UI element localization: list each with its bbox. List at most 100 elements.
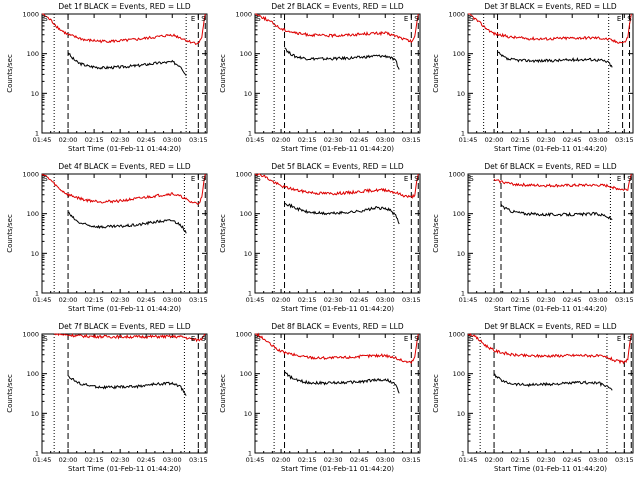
x-tick-label: 02:45 [137, 136, 156, 144]
s-marker-label-end: S [201, 175, 206, 183]
y-tick-label: 1 [248, 130, 252, 138]
chart-svg: Det 6f BLACK = Events, RED = LLD 01:45 02:… [432, 162, 634, 313]
x-tick-label: 02:30 [537, 136, 556, 144]
s-marker-label: S [469, 335, 474, 343]
y-tick-label: 1 [461, 290, 465, 298]
lld-series-line [254, 173, 419, 200]
plot-frame [467, 333, 634, 454]
y-tick-label: 100 [27, 370, 39, 378]
chart-title: Det 5f BLACK = Events, RED = LLD [271, 162, 404, 171]
x-tick-label: 02:15 [85, 296, 104, 304]
y-tick-label: 1000 [235, 171, 252, 179]
s-marker-label-end: S [201, 15, 206, 23]
x-tick-label: 02:00 [485, 296, 504, 304]
x-tick-label: 03:00 [163, 456, 182, 464]
y-tick-label: 10 [31, 90, 39, 98]
x-axis-label: Start Time (01-Feb-11 01:44:20) [68, 465, 181, 473]
s-marker-label: S [43, 175, 48, 183]
x-tick-label: 01:45 [246, 296, 265, 304]
y-tick-label: 1 [35, 130, 39, 138]
y-tick-label: 1000 [448, 331, 465, 339]
s-marker-label: S [256, 335, 261, 343]
events-series-line [497, 51, 613, 68]
x-axis-label: Start Time (01-Feb-11 01:44:20) [281, 305, 394, 313]
y-tick-label: 1000 [22, 171, 39, 179]
lld-series-line [468, 13, 632, 44]
y-axis-label: Counts/sec [432, 214, 440, 253]
s-marker-label-end: S [627, 15, 632, 23]
x-tick-label: 03:15 [189, 456, 208, 464]
events-series-line [67, 375, 187, 396]
x-tick-label: 03:15 [402, 456, 421, 464]
x-tick-label: 02:30 [324, 136, 343, 144]
lld-series-line [493, 173, 632, 192]
s-marker-label: S [256, 175, 261, 183]
x-tick-label: 01:45 [33, 296, 52, 304]
s-marker-label: S [469, 15, 474, 23]
x-tick-label: 02:30 [537, 456, 556, 464]
s-marker-label: S [43, 15, 48, 23]
detector-panel-3: Det 3f BLACK = Events, RED = LLD 01:45 02:… [426, 0, 639, 160]
y-tick-label: 10 [244, 250, 252, 258]
x-tick-label: 02:15 [511, 456, 530, 464]
y-tick-label: 100 [27, 50, 39, 58]
x-tick-label: 02:45 [563, 456, 582, 464]
y-tick-label: 1000 [22, 331, 39, 339]
e-marker-label: E [617, 335, 621, 343]
y-axis-label: Counts/sec [6, 54, 14, 93]
s-marker-label: S [256, 15, 261, 23]
e-marker-label: E [404, 15, 408, 23]
y-tick-label: 100 [240, 50, 252, 58]
plot-frame [467, 13, 634, 134]
x-tick-label: 02:30 [537, 296, 556, 304]
s-marker-label: S [469, 175, 474, 183]
chart-svg: Det 1f BLACK = Events, RED = LLD 01:45 02:… [6, 2, 208, 153]
y-tick-label: 1000 [22, 11, 39, 19]
y-tick-label: 10 [457, 90, 465, 98]
y-tick-label: 100 [27, 210, 39, 218]
x-tick-label: 03:00 [589, 296, 608, 304]
plot-frame [254, 173, 421, 294]
plot-frame [467, 173, 634, 294]
x-axis-label: Start Time (01-Feb-11 01:44:20) [68, 145, 181, 153]
y-tick-label: 10 [31, 410, 39, 418]
x-tick-label: 01:45 [459, 456, 478, 464]
x-tick-label: 03:15 [189, 136, 208, 144]
chart-title: Det 7f BLACK = Events, RED = LLD [58, 322, 191, 331]
y-tick-label: 1 [461, 130, 465, 138]
y-tick-label: 1000 [448, 171, 465, 179]
plot-frame [41, 333, 208, 454]
e-marker-label: E [404, 335, 408, 343]
x-tick-label: 01:45 [33, 136, 52, 144]
x-tick-label: 02:45 [137, 456, 156, 464]
x-tick-label: 02:00 [272, 456, 291, 464]
x-tick-label: 02:30 [111, 136, 130, 144]
x-tick-label: 02:30 [324, 456, 343, 464]
y-axis-label: Counts/sec [219, 54, 227, 93]
events-series-line [284, 371, 400, 394]
y-tick-label: 10 [31, 250, 39, 258]
plot-frame [254, 333, 421, 454]
chart-title: Det 1f BLACK = Events, RED = LLD [58, 2, 191, 11]
x-tick-label: 03:15 [615, 136, 634, 144]
y-axis-label: Counts/sec [219, 374, 227, 413]
x-tick-label: 02:45 [563, 296, 582, 304]
chart-svg: Det 7f BLACK = Events, RED = LLD 01:45 02:… [6, 322, 208, 473]
y-tick-label: 100 [240, 210, 252, 218]
x-tick-label: 02:45 [350, 296, 369, 304]
x-tick-label: 03:00 [589, 456, 608, 464]
x-axis-label: Start Time (01-Feb-11 01:44:20) [494, 465, 607, 473]
chart-svg: Det 9f BLACK = Events, RED = LLD 01:45 02:… [432, 322, 634, 473]
lld-series-line [41, 173, 206, 205]
x-tick-label: 02:30 [111, 296, 130, 304]
x-tick-label: 02:00 [59, 296, 78, 304]
x-axis-label: Start Time (01-Feb-11 01:44:20) [494, 145, 607, 153]
events-series-line [284, 202, 400, 225]
lld-series-line [54, 333, 206, 343]
x-axis-label: Start Time (01-Feb-11 01:44:20) [494, 305, 607, 313]
chart-title: Det 9f BLACK = Events, RED = LLD [484, 322, 617, 331]
s-marker-label-end: S [414, 175, 419, 183]
y-tick-label: 1 [248, 290, 252, 298]
chart-title: Det 4f BLACK = Events, RED = LLD [58, 162, 191, 171]
x-tick-label: 02:00 [485, 136, 504, 144]
